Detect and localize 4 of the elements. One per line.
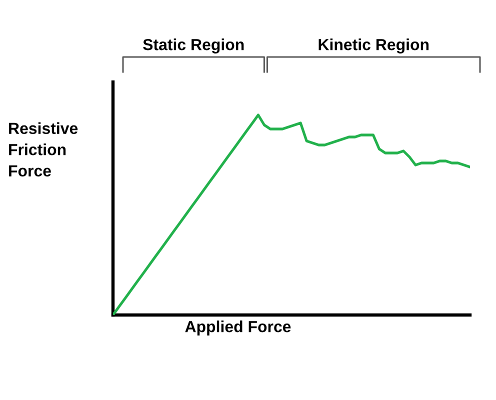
text: Static Region <box>143 38 244 54</box>
text: Kinetic Region <box>318 38 429 54</box>
x-axis-title: Applied Force <box>185 320 291 336</box>
y-axis-title: Resistive Friction Force <box>9 122 78 177</box>
